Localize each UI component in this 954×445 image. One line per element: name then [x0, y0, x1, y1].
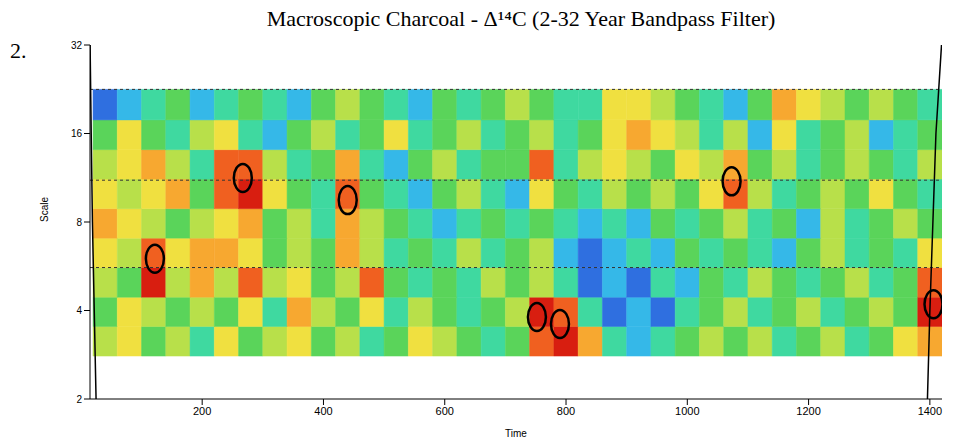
svg-text:800: 800 — [557, 405, 575, 417]
svg-text:1400: 1400 — [918, 405, 942, 417]
svg-text:200: 200 — [193, 405, 211, 417]
svg-text:16: 16 — [71, 128, 83, 139]
svg-text:1000: 1000 — [675, 405, 699, 417]
html-text:2.: 2. — [10, 38, 27, 63]
svg-text:Time: Time — [505, 428, 527, 439]
svg-text:600: 600 — [436, 405, 454, 417]
svg-text:32: 32 — [71, 40, 83, 51]
svg-text:2: 2 — [76, 394, 82, 405]
svg-text:4: 4 — [76, 305, 82, 316]
svg-text:1200: 1200 — [796, 405, 820, 417]
svg-text:8: 8 — [76, 217, 82, 228]
svg-text:Scale: Scale — [39, 197, 50, 222]
svg-text:400: 400 — [314, 405, 332, 417]
html-text:Macroscopic Charcoal - Δ¹⁴C (2: Macroscopic Charcoal - Δ¹⁴C (2-32 Year B… — [266, 6, 776, 31]
